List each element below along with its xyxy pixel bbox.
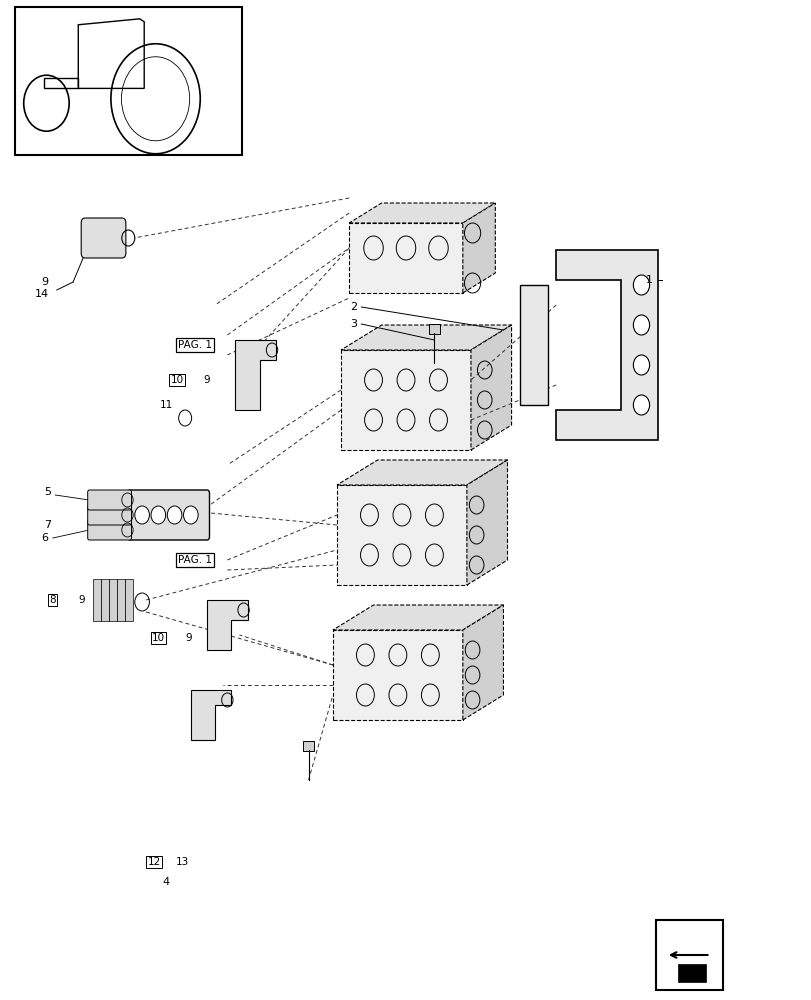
- Text: 1: 1: [645, 275, 652, 285]
- Text: 9: 9: [204, 375, 210, 385]
- Polygon shape: [337, 460, 507, 485]
- Polygon shape: [235, 340, 276, 410]
- Text: 3: 3: [350, 319, 357, 329]
- Circle shape: [633, 275, 649, 295]
- Text: 10: 10: [170, 375, 183, 385]
- Polygon shape: [207, 600, 247, 650]
- Polygon shape: [462, 203, 495, 293]
- FancyBboxPatch shape: [303, 741, 314, 751]
- Circle shape: [167, 506, 182, 524]
- Polygon shape: [466, 460, 507, 585]
- Text: 9: 9: [78, 595, 84, 605]
- Polygon shape: [462, 605, 503, 720]
- FancyBboxPatch shape: [125, 579, 133, 621]
- Polygon shape: [556, 250, 657, 440]
- Text: PAG. 1: PAG. 1: [178, 340, 212, 350]
- FancyBboxPatch shape: [127, 490, 209, 540]
- Polygon shape: [191, 690, 231, 740]
- FancyBboxPatch shape: [81, 218, 126, 258]
- FancyBboxPatch shape: [428, 324, 440, 334]
- Text: 6: 6: [41, 533, 49, 543]
- Text: 5: 5: [44, 487, 51, 497]
- Bar: [655, 920, 722, 990]
- Polygon shape: [341, 350, 470, 450]
- Text: 4: 4: [163, 877, 169, 887]
- FancyBboxPatch shape: [88, 520, 131, 540]
- Text: 2: 2: [350, 302, 357, 312]
- FancyBboxPatch shape: [92, 579, 101, 621]
- Text: 10: 10: [152, 633, 165, 643]
- Polygon shape: [349, 203, 495, 223]
- Polygon shape: [337, 485, 466, 585]
- Polygon shape: [349, 223, 462, 293]
- Text: 13: 13: [176, 857, 189, 867]
- Circle shape: [633, 355, 649, 375]
- FancyBboxPatch shape: [109, 579, 117, 621]
- Polygon shape: [519, 285, 547, 405]
- Circle shape: [183, 506, 198, 524]
- Polygon shape: [470, 325, 511, 450]
- FancyBboxPatch shape: [88, 505, 131, 525]
- FancyBboxPatch shape: [117, 579, 125, 621]
- Text: PAG. 1: PAG. 1: [178, 555, 212, 565]
- Polygon shape: [333, 630, 462, 720]
- Polygon shape: [341, 325, 511, 350]
- Text: 9: 9: [41, 277, 49, 287]
- Text: 8: 8: [49, 595, 56, 605]
- Text: 7: 7: [44, 520, 51, 530]
- Polygon shape: [333, 605, 503, 630]
- Bar: [15, 7, 242, 155]
- FancyBboxPatch shape: [88, 490, 131, 510]
- Text: 12: 12: [148, 857, 161, 867]
- Circle shape: [151, 506, 165, 524]
- Text: 14: 14: [35, 289, 49, 299]
- FancyBboxPatch shape: [101, 579, 109, 621]
- Text: 11: 11: [160, 400, 173, 410]
- Circle shape: [135, 506, 149, 524]
- Circle shape: [633, 315, 649, 335]
- Circle shape: [633, 395, 649, 415]
- Text: 9: 9: [185, 633, 191, 643]
- Bar: [677, 964, 706, 982]
